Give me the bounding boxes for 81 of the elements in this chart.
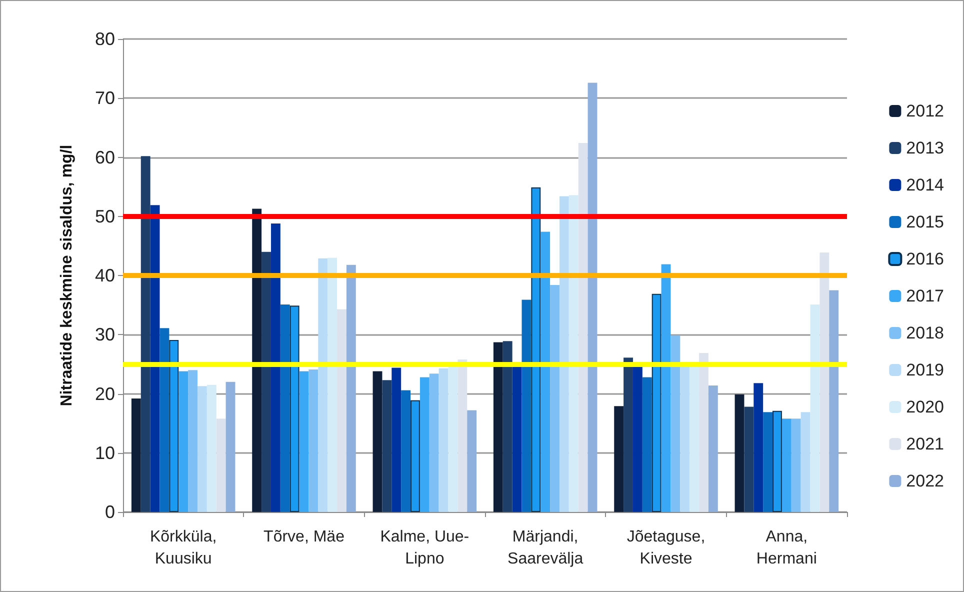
bar <box>160 328 170 512</box>
x-tick-label: Kalme, Uue- Lipno <box>380 528 470 568</box>
bar <box>550 284 560 512</box>
x-tick-label: Jõetaguse, Kiveste <box>626 528 706 568</box>
x-tick-label: Märjandi, Saarevälja <box>508 528 584 568</box>
legend-label: 2018 <box>906 324 944 342</box>
bar <box>308 370 318 512</box>
bar <box>531 187 541 512</box>
legend-label: 2013 <box>906 138 944 158</box>
bar <box>401 390 411 512</box>
bar <box>290 306 300 512</box>
bar <box>744 406 754 512</box>
bar <box>270 223 280 512</box>
bar <box>197 386 207 512</box>
bar <box>754 383 764 512</box>
legend-label: 2015 <box>906 212 944 232</box>
bar <box>318 258 328 512</box>
legend-label: 2022 <box>906 472 944 490</box>
bar <box>829 290 839 512</box>
bar <box>131 398 141 512</box>
y-axis-title: Nitraatide keskmine sisaldus, mg/l <box>58 144 76 406</box>
bar <box>680 365 690 512</box>
y-tick-label: 40 <box>94 266 115 286</box>
bar <box>346 264 356 512</box>
bar <box>252 208 262 512</box>
y-tick-label: 50 <box>94 206 115 226</box>
bar <box>150 205 160 512</box>
bar <box>559 196 569 512</box>
x-tick-label: Anna, Hermani <box>756 528 817 568</box>
bar <box>188 370 198 512</box>
bar <box>800 412 810 512</box>
bar <box>410 400 420 512</box>
y-tick-label: 30 <box>94 324 115 345</box>
bar <box>642 377 652 512</box>
bar <box>661 264 671 512</box>
legend-label: 2012 <box>906 102 944 120</box>
bar <box>392 368 402 512</box>
bar <box>493 342 503 512</box>
bar <box>467 410 477 512</box>
bar <box>734 394 744 512</box>
bar <box>614 406 624 512</box>
y-tick-label: 0 <box>104 502 115 522</box>
legend-label: 2019 <box>906 360 944 380</box>
bar <box>624 358 633 512</box>
bar <box>632 366 642 512</box>
bar <box>178 371 188 512</box>
legend-label: 2020 <box>906 398 944 416</box>
bar <box>226 382 236 512</box>
bar <box>540 232 550 512</box>
x-tick-label: Tõrve, Mäe <box>264 528 345 546</box>
bar <box>372 371 382 512</box>
bar <box>169 340 179 512</box>
y-tick-label: 10 <box>94 442 115 463</box>
bar <box>782 418 792 512</box>
bar <box>280 304 290 512</box>
y-tick-label: 80 <box>94 29 115 49</box>
x-tick-label: Kõrkküla, Kuusiku <box>150 528 217 568</box>
bar <box>299 371 309 512</box>
bar <box>502 341 512 512</box>
bar <box>763 412 773 512</box>
bar <box>262 252 271 512</box>
y-tick-label: 60 <box>94 147 115 168</box>
bar <box>140 156 150 512</box>
bar <box>438 368 448 512</box>
bar <box>420 377 430 512</box>
bar <box>429 374 439 512</box>
legend-label: 2014 <box>906 176 944 194</box>
legend-label: 2016 <box>906 250 944 268</box>
legend-label: 2017 <box>906 286 944 306</box>
bar <box>791 418 801 512</box>
bar <box>522 300 532 512</box>
bar <box>772 410 782 512</box>
y-tick-label: 20 <box>94 384 115 404</box>
y-tick-label: 70 <box>94 88 115 108</box>
bar <box>588 82 598 512</box>
bar <box>652 294 662 512</box>
bar <box>670 335 680 512</box>
bar <box>512 365 522 512</box>
bar <box>708 385 718 512</box>
legend-label: 2021 <box>906 434 944 454</box>
bar <box>382 380 392 512</box>
